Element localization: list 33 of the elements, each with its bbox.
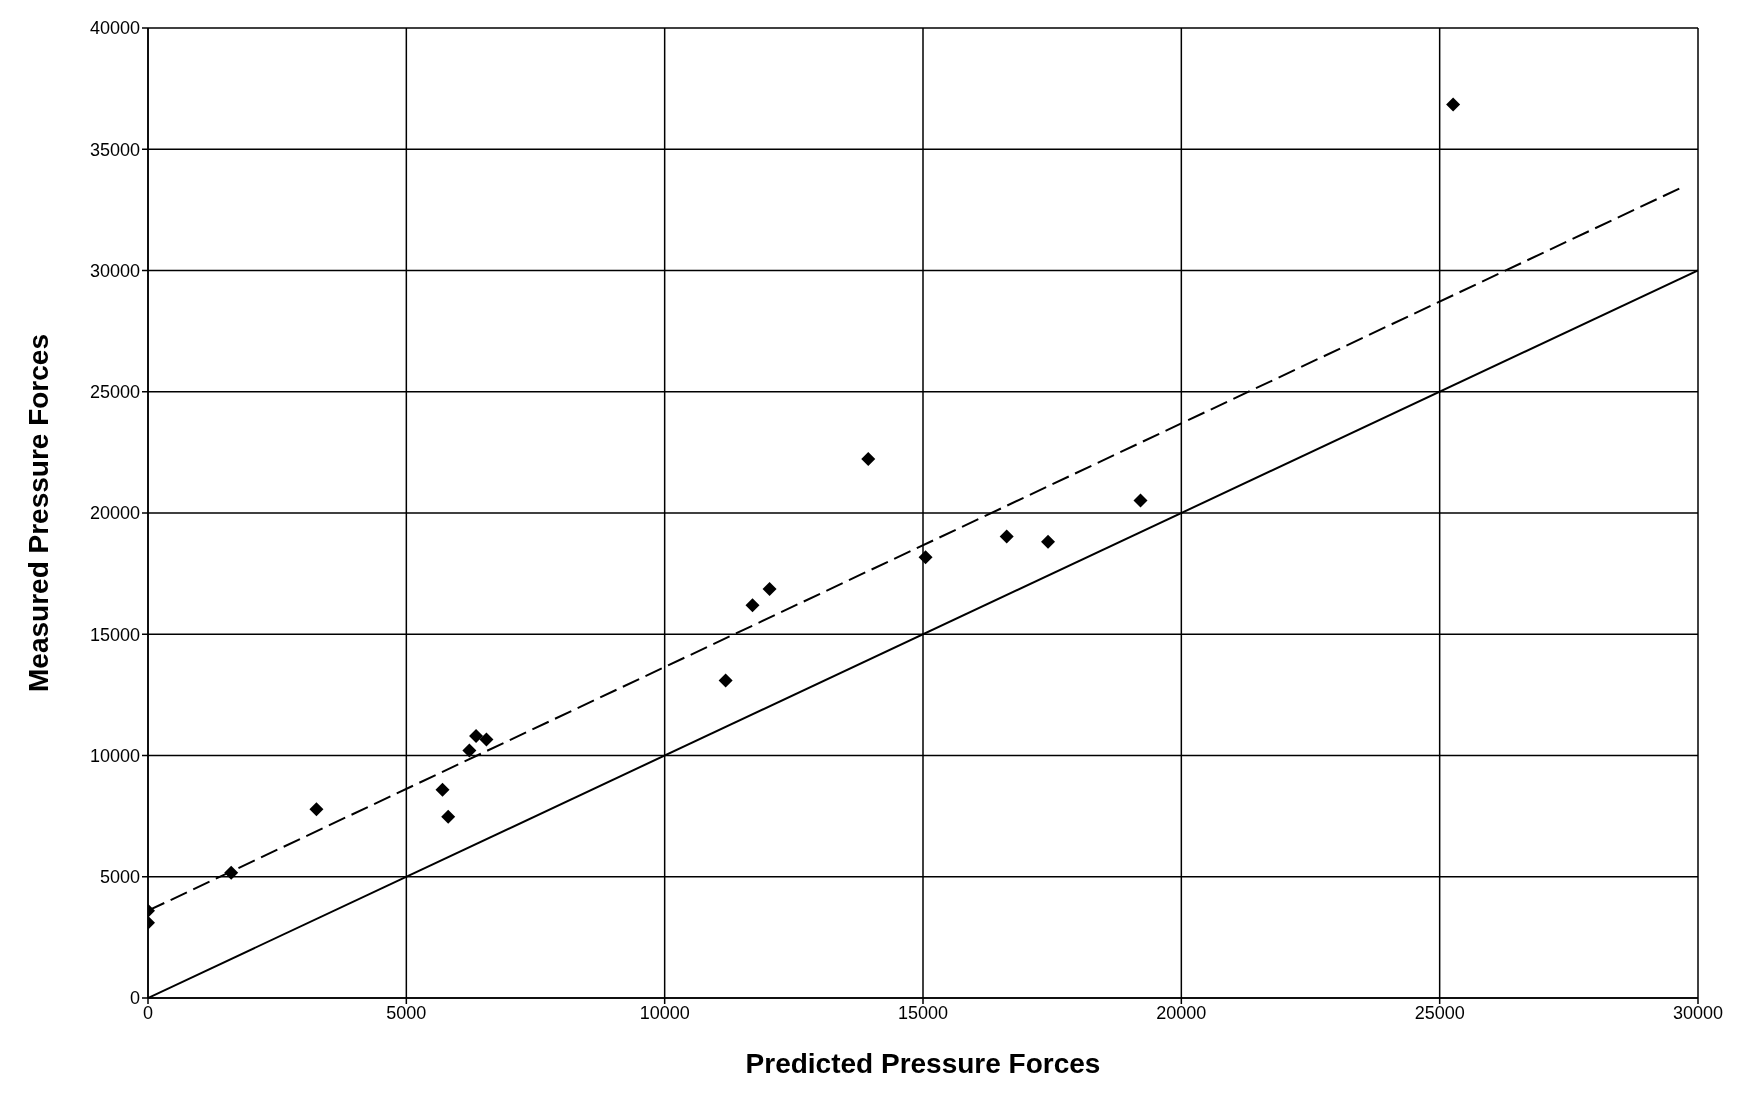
x-tick-label: 10000: [639, 1002, 690, 1023]
x-tick-label: 30000: [1672, 1002, 1724, 1023]
y-tick-label: 25000: [89, 382, 140, 403]
y-tick-label: 15000: [89, 624, 140, 645]
point: [745, 598, 760, 613]
x-tick-label: 15000: [897, 1002, 949, 1023]
y-tick-label: 5000: [99, 867, 140, 888]
point: [1041, 534, 1056, 549]
x-tick-label: 0: [142, 1002, 154, 1023]
point: [762, 581, 777, 596]
y-tick-label: 30000: [89, 260, 140, 281]
point: [1446, 97, 1461, 112]
x-tick-label: 25000: [1414, 1002, 1465, 1023]
y-tick-label: 20000: [89, 503, 140, 524]
point: [999, 529, 1014, 544]
x-axis-title: Predicted Pressure Forces: [745, 1048, 1101, 1079]
y-axis-title: Measured Pressure Forces: [22, 334, 54, 692]
point: [918, 550, 933, 565]
point: [861, 451, 876, 466]
point: [1133, 493, 1148, 508]
point: [479, 732, 494, 747]
x-tick-label: 20000: [1156, 1002, 1207, 1023]
y-tick-label: 35000: [89, 139, 140, 160]
point: [435, 782, 450, 797]
point: [309, 802, 324, 817]
point: [469, 729, 484, 744]
point: [718, 673, 733, 688]
y-tick-label: 0: [129, 988, 140, 1009]
point: [462, 743, 477, 758]
y-tick-label: 10000: [89, 745, 140, 766]
x-tick-label: 5000: [386, 1002, 427, 1023]
point: [441, 809, 456, 824]
y-tick-label: 40000: [89, 18, 140, 39]
